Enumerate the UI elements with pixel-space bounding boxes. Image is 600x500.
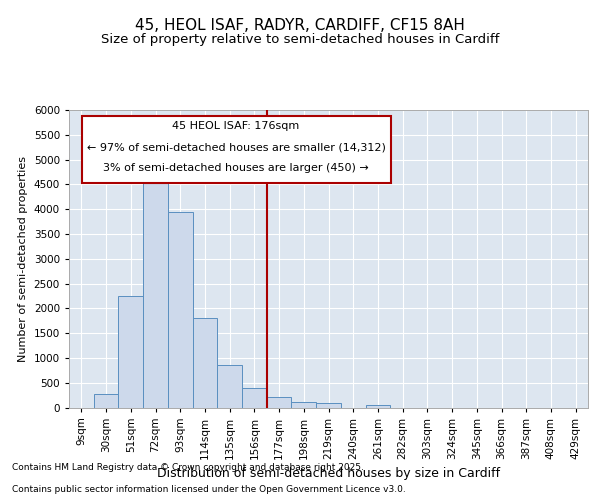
FancyBboxPatch shape	[82, 116, 391, 183]
Bar	[267, 396, 292, 407]
Bar	[365, 405, 390, 407]
Y-axis label: Number of semi-detached properties: Number of semi-detached properties	[18, 156, 28, 362]
Bar	[118, 296, 143, 408]
Bar	[143, 164, 168, 408]
Bar	[292, 402, 316, 407]
Bar	[242, 388, 267, 407]
Bar	[316, 403, 341, 407]
X-axis label: Distribution of semi-detached houses by size in Cardiff: Distribution of semi-detached houses by …	[157, 467, 500, 480]
Bar	[94, 394, 118, 407]
Bar	[168, 212, 193, 408]
Bar	[217, 366, 242, 408]
Bar	[193, 318, 217, 408]
Text: 45, HEOL ISAF, RADYR, CARDIFF, CF15 8AH: 45, HEOL ISAF, RADYR, CARDIFF, CF15 8AH	[135, 18, 465, 32]
Text: Size of property relative to semi-detached houses in Cardiff: Size of property relative to semi-detach…	[101, 32, 499, 46]
Text: Contains HM Land Registry data © Crown copyright and database right 2025.: Contains HM Land Registry data © Crown c…	[12, 464, 364, 472]
Text: Contains public sector information licensed under the Open Government Licence v3: Contains public sector information licen…	[12, 485, 406, 494]
Text: 3% of semi-detached houses are larger (450) →: 3% of semi-detached houses are larger (4…	[103, 163, 369, 173]
Text: ← 97% of semi-detached houses are smaller (14,312): ← 97% of semi-detached houses are smalle…	[86, 142, 386, 152]
Text: 45 HEOL ISAF: 176sqm: 45 HEOL ISAF: 176sqm	[172, 122, 300, 132]
